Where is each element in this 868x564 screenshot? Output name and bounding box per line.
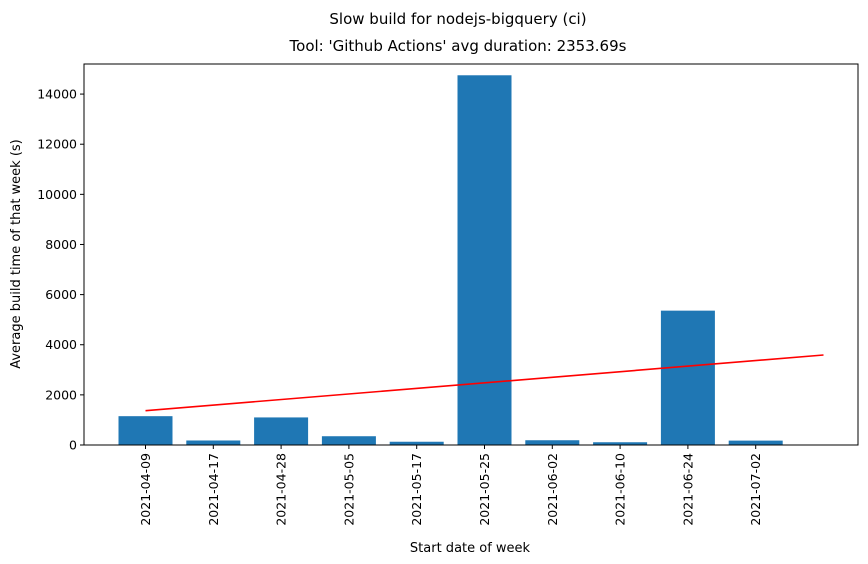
bar-2021-06-10 xyxy=(593,442,648,445)
x-tick-label-2021-06-02: 2021-06-02 xyxy=(545,453,560,526)
y-tick-label-0: 0 xyxy=(69,438,77,453)
x-tick-label-2021-05-17: 2021-05-17 xyxy=(409,453,424,526)
bar-2021-06-24 xyxy=(660,310,715,445)
x-tick-label-2021-07-02: 2021-07-02 xyxy=(748,453,763,526)
bar-2021-04-09 xyxy=(118,416,173,445)
y-tick-label-6000: 6000 xyxy=(45,287,77,302)
x-axis-label: Start date of week xyxy=(410,541,531,556)
y-tick-label-12000: 12000 xyxy=(37,137,77,152)
bar-2021-05-17 xyxy=(389,441,444,445)
x-tick-label-2021-06-24: 2021-06-24 xyxy=(680,453,695,526)
x-tick-label-2021-04-28: 2021-04-28 xyxy=(274,453,289,526)
bar-2021-05-05 xyxy=(321,436,376,445)
plot-area: 0 2000 4000 6000 8000 10000 12000 14000 2021-04-… xyxy=(37,63,859,526)
chart-title: Slow build for nodejs-bigquery (ci) xyxy=(329,10,586,28)
y-axis-label: Average build time of that week (s) xyxy=(9,139,24,369)
bar-2021-06-02 xyxy=(525,440,580,445)
y-tick-label-8000: 8000 xyxy=(45,237,77,252)
chart-subtitle: Tool: 'Github Actions' avg duration: 235… xyxy=(289,37,627,55)
x-tick-label-2021-05-05: 2021-05-05 xyxy=(341,453,356,526)
x-tick-label-2021-04-17: 2021-04-17 xyxy=(206,453,221,526)
x-tick-label-2021-05-25: 2021-05-25 xyxy=(477,453,492,526)
trend-line xyxy=(145,354,824,412)
y-tick-label-14000: 14000 xyxy=(37,87,77,102)
x-tick-label-2021-04-09: 2021-04-09 xyxy=(138,453,153,526)
y-tick-label-2000: 2000 xyxy=(45,387,77,402)
y-tick-label-4000: 4000 xyxy=(45,337,77,352)
bar-2021-07-02 xyxy=(728,440,783,445)
bar-2021-04-28 xyxy=(254,417,309,445)
plot-frame xyxy=(83,63,859,446)
x-tick-label-2021-06-10: 2021-06-10 xyxy=(613,453,628,526)
y-tick-label-10000: 10000 xyxy=(37,187,77,202)
bar-2021-04-17 xyxy=(186,440,241,445)
bar-2021-05-25 xyxy=(457,75,512,445)
